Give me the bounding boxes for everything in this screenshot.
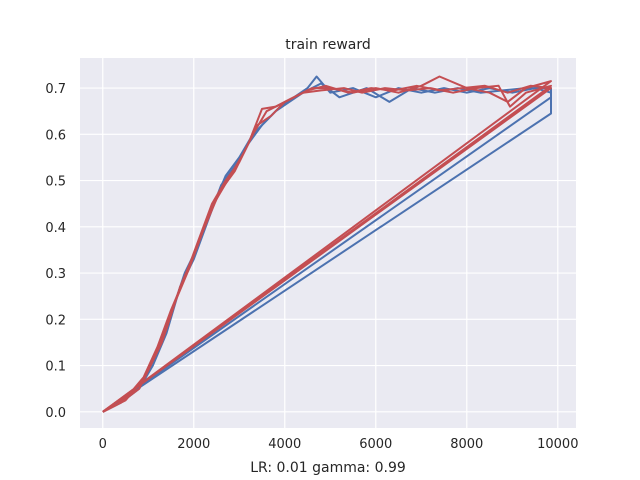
y-tick-label: 0.2 <box>45 313 66 328</box>
y-tick-label: 0.0 <box>45 406 66 421</box>
y-tick-label: 0.5 <box>45 175 66 190</box>
y-axis-ticks: 0.0 0.1 0.2 0.3 0.4 0.5 0.6 0.7 <box>45 82 66 421</box>
x-tick-label: 4000 <box>268 437 301 452</box>
series-lines <box>102 75 552 413</box>
y-tick-label: 0.3 <box>45 267 66 282</box>
plot-background <box>80 58 576 428</box>
x-tick-label: 2000 <box>177 437 210 452</box>
y-tick-label: 0.7 <box>45 82 66 97</box>
x-axis-ticks: 0 2000 4000 6000 8000 10000 <box>99 437 579 452</box>
y-tick-label: 0.1 <box>45 360 66 375</box>
series-line-5 <box>102 84 552 413</box>
x-axis-label: LR: 0.01 gamma: 0.99 <box>250 460 406 476</box>
x-tick-label: 10000 <box>537 437 578 452</box>
x-tick-label: 0 <box>99 437 107 452</box>
chart-title: train reward <box>285 37 371 53</box>
x-tick-label: 6000 <box>359 437 392 452</box>
y-tick-label: 0.6 <box>45 128 66 143</box>
y-tick-label: 0.4 <box>45 221 66 236</box>
x-tick-label: 8000 <box>450 437 483 452</box>
